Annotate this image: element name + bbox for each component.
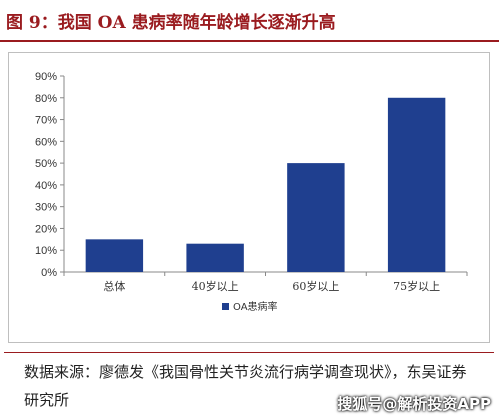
y-tick-label: 70% [35, 115, 57, 127]
y-tick-label: 10% [35, 245, 57, 257]
bar [186, 243, 244, 272]
legend-swatch [222, 303, 229, 310]
title-bar: 图 9：我国 OA 患病率随年龄增长逐渐升高 [0, 0, 499, 42]
data-source: 数据来源：廖德发《我国骨性关节炎流行病学调查现状》，东吴证券研究所 [24, 363, 467, 409]
bar [387, 97, 446, 273]
y-tick-label: 30% [35, 202, 57, 214]
y-tick-label: 50% [35, 158, 57, 170]
figure-title: 图 9：我国 OA 患病率随年龄增长逐渐升高 [6, 13, 336, 33]
y-tick-label: 60% [35, 136, 57, 148]
watermark: 搜狐号@解析投资APP [337, 395, 491, 413]
source-divider [4, 352, 494, 353]
x-tick-label: 60岁以上 [292, 279, 339, 293]
y-tick-label: 20% [35, 223, 57, 235]
x-tick-label: 40岁以上 [192, 279, 239, 293]
y-tick-label: 40% [35, 180, 57, 192]
y-tick-label: 80% [35, 93, 57, 105]
x-tick-label: 总体 [103, 279, 125, 293]
y-tick-label: 0% [41, 267, 57, 279]
bar [287, 163, 345, 272]
y-tick-label: 90% [35, 71, 57, 83]
x-tick-label: 75岁以上 [393, 279, 440, 293]
bar [85, 239, 144, 272]
chart-frame [8, 52, 490, 343]
legend-label: OA患病率 [233, 300, 278, 313]
